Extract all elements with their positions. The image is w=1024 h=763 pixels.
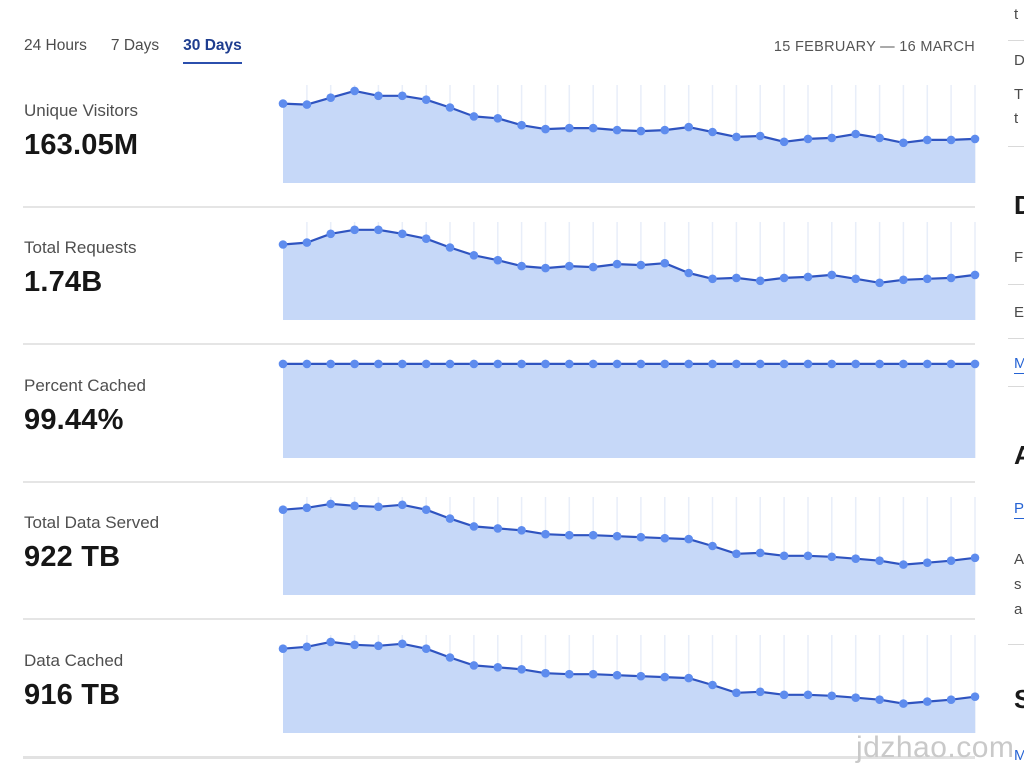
sidebar-divider — [1008, 386, 1024, 387]
sidebar-text-fragment: A — [1014, 551, 1024, 568]
sidebar-divider — [1008, 644, 1024, 645]
sparkline-chart[interactable] — [278, 634, 980, 733]
sidebar-text-fragment: t — [1014, 110, 1019, 127]
sidebar-text-fragment: s — [1014, 576, 1022, 593]
tab-7-days[interactable]: 7 Days — [110, 37, 160, 54]
sidebar-divider — [1008, 338, 1024, 339]
sidebar-divider — [1008, 40, 1024, 41]
sidebar-text-fragment: A — [1014, 440, 1024, 470]
sidebar-text-fragment: T — [1014, 86, 1024, 103]
metric-label: Total Data Served — [24, 513, 160, 533]
time-range-tabs: 24 Hours 7 Days 30 Days — [24, 37, 242, 64]
row-divider — [23, 618, 975, 621]
sidebar-text-fragment: t — [1014, 6, 1019, 23]
metric-label: Data Cached — [24, 650, 124, 670]
sparkline-chart[interactable] — [278, 85, 980, 183]
metric-value: 1.74B — [24, 266, 103, 299]
sidebar-link-fragment[interactable]: P — [1014, 500, 1024, 519]
sidebar-link-fragment[interactable]: M — [1014, 747, 1024, 763]
row-divider — [23, 480, 975, 483]
date-range-label: 15 FEBRUARY — 16 MARCH — [773, 39, 975, 55]
metric-value: 916 TB — [24, 678, 121, 711]
sidebar-link-fragment[interactable]: M — [1014, 355, 1024, 374]
row-divider — [23, 343, 975, 346]
metric-label: Total Requests — [24, 238, 137, 258]
sparkline-chart[interactable] — [278, 359, 980, 458]
sidebar-text-fragment: a — [1014, 601, 1023, 618]
sidebar-divider — [1008, 284, 1024, 285]
sparkline-chart[interactable] — [278, 222, 980, 321]
metric-value: 163.05M — [24, 129, 139, 161]
metric-value: 99.44% — [24, 403, 124, 436]
sidebar-text-fragment: D — [1014, 52, 1024, 69]
row-divider — [23, 206, 975, 208]
sidebar-text-fragment: S — [1014, 684, 1024, 714]
sparkline-chart[interactable] — [278, 497, 980, 596]
metric-label: Unique Visitors — [24, 101, 139, 120]
metric-value: 922 TB — [24, 541, 121, 574]
tab-24-hours[interactable]: 24 Hours — [24, 37, 87, 54]
tab-30-days[interactable]: 30 Days — [183, 37, 242, 64]
sidebar-text-fragment: D — [1014, 190, 1024, 220]
watermark: jdzhao.com — [856, 731, 1015, 763]
sidebar-divider — [1008, 146, 1024, 147]
row-divider — [23, 755, 975, 759]
metric-label: Percent Cached — [24, 375, 146, 395]
sidebar-text-fragment: F — [1014, 249, 1024, 266]
sidebar-text-fragment: E — [1014, 304, 1024, 321]
